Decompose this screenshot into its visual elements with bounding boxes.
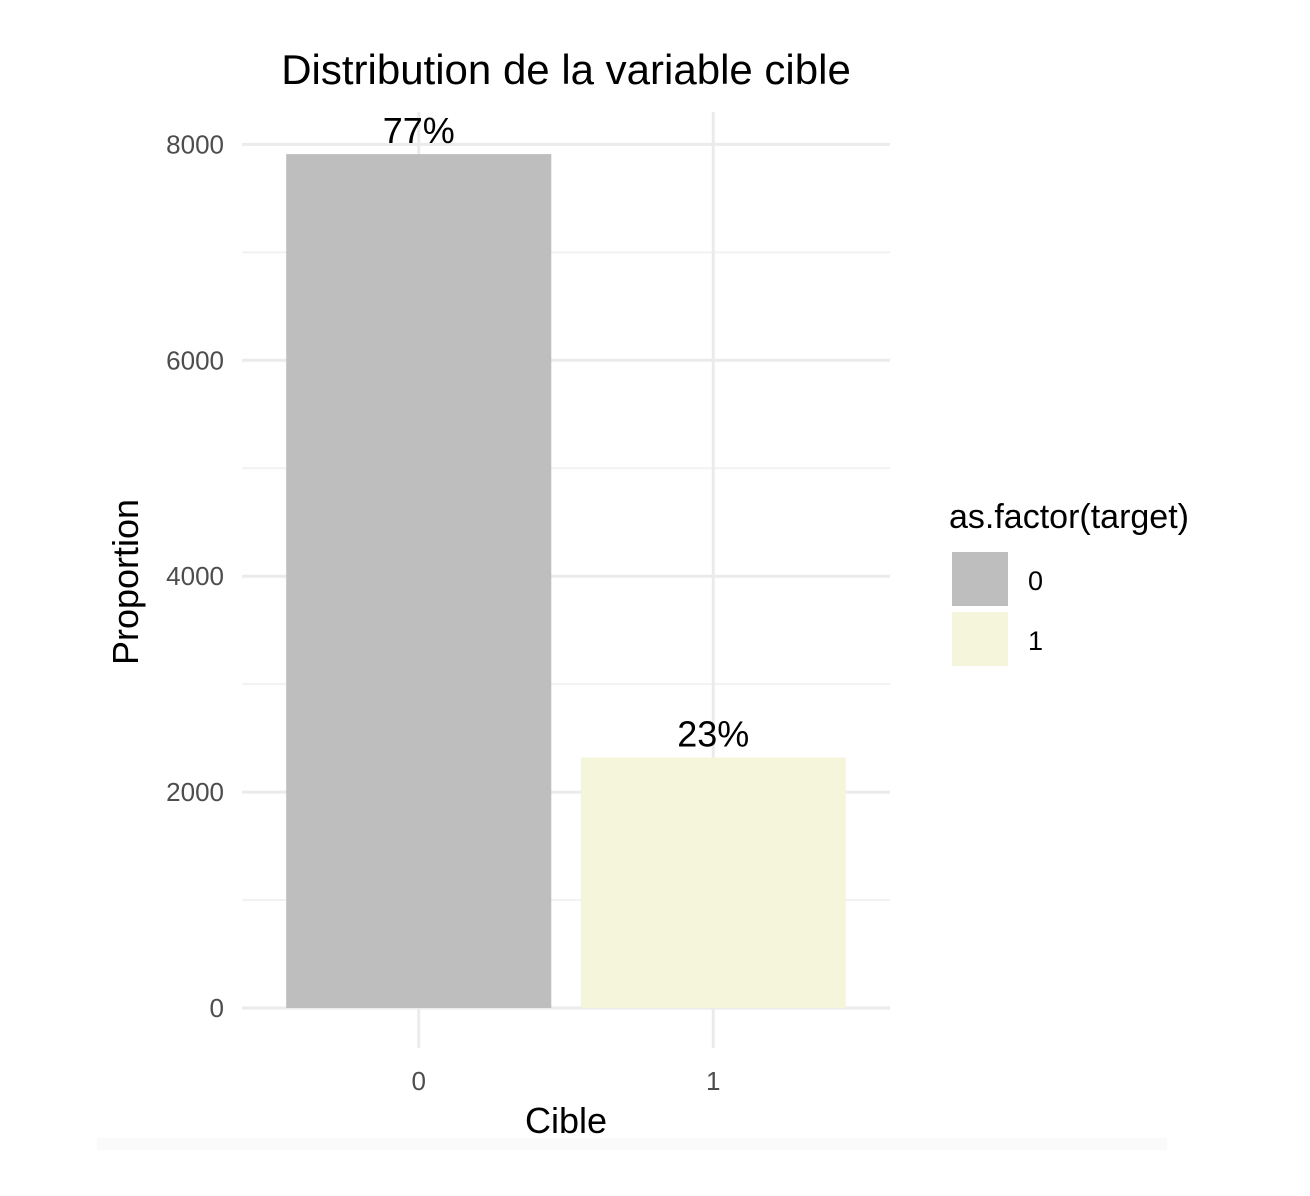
bar-label-1: 23%	[677, 714, 749, 755]
legend-key-0	[952, 552, 1008, 606]
legend-label-1: 1	[1028, 626, 1043, 656]
bar-1	[580, 757, 846, 1008]
bar-labels: 77% 23%	[383, 110, 750, 754]
y-axis-title: Proportion	[105, 499, 146, 665]
legend-title: as.factor(target)	[949, 498, 1189, 536]
legend-key-1	[952, 612, 1008, 666]
y-tick-label: 2000	[166, 777, 224, 807]
y-tick-label: 4000	[166, 561, 224, 591]
chart-title: Distribution de la variable cible	[281, 46, 851, 93]
x-tick-label: 0	[411, 1066, 425, 1096]
legend: as.factor(target) 0 1	[949, 498, 1189, 666]
bottom-strip	[97, 1138, 1167, 1150]
x-axis-title: Cible	[525, 1100, 607, 1141]
y-tick-label: 8000	[166, 129, 224, 159]
y-axis-ticks: 0 2000 4000 6000 8000	[166, 129, 224, 1023]
legend-label-0: 0	[1028, 566, 1043, 596]
x-tick-label: 1	[706, 1066, 720, 1096]
bar-0	[286, 154, 552, 1009]
bar-label-0: 77%	[383, 110, 455, 151]
y-tick-label: 6000	[166, 345, 224, 375]
y-tick-label: 0	[210, 993, 224, 1023]
bars	[286, 154, 846, 1009]
